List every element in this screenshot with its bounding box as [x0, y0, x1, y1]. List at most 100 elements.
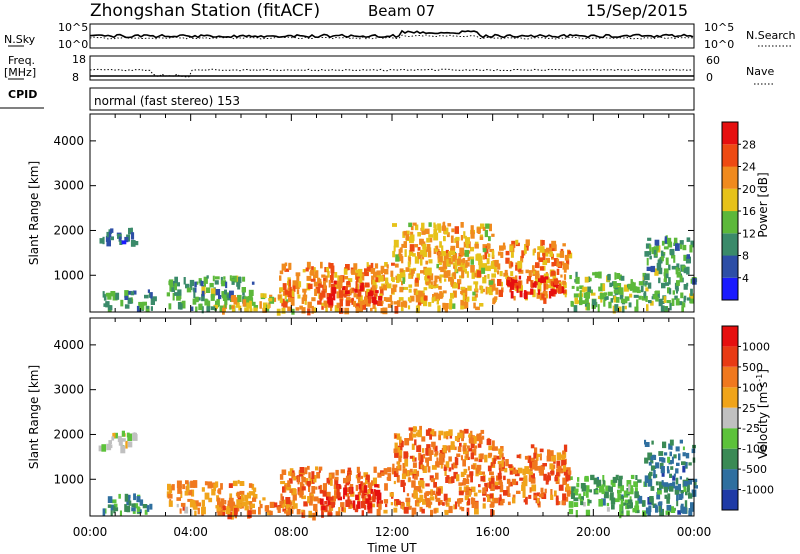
velocity-cell [362, 496, 367, 504]
velocity-cell [126, 497, 131, 506]
power-cell [414, 224, 419, 231]
power-cell [390, 300, 393, 305]
velocity-cell [308, 510, 312, 518]
velocity-cell [648, 473, 652, 480]
velocity-cell [460, 471, 465, 478]
power-cell [541, 240, 545, 246]
power-cell [195, 306, 198, 312]
velocity-cell [110, 510, 113, 517]
velocity-cell [606, 507, 610, 512]
power-cell [519, 290, 523, 298]
velocity-cell [345, 487, 350, 493]
power-cell [110, 291, 116, 295]
power-cell [474, 243, 479, 249]
velocity-cell [269, 501, 275, 508]
power-cell [433, 232, 439, 241]
velocity-cell [659, 457, 664, 462]
power-cell [428, 277, 431, 284]
velocity-cell [330, 472, 335, 479]
velocity-cell [419, 459, 423, 465]
velocity-cell [678, 453, 681, 461]
power-cell [325, 275, 328, 283]
power-cell [482, 254, 485, 260]
power-cell [288, 262, 292, 270]
power-cell [443, 236, 446, 242]
velocity-cell [204, 481, 208, 486]
power-cell [452, 255, 456, 262]
power-cell [619, 287, 624, 295]
velocity-cell [418, 480, 420, 485]
velocity-cell [293, 503, 298, 509]
power-cell [358, 296, 361, 303]
nsky-label: N.Sky [4, 33, 36, 46]
power-cell [559, 283, 562, 291]
power-cell [448, 258, 452, 264]
velocity-cell [307, 465, 310, 470]
power-cell [666, 300, 671, 304]
power-cell [571, 285, 575, 289]
power-cell [403, 286, 408, 290]
power-cell [532, 272, 537, 276]
power-cell [465, 262, 470, 267]
velocity-cell [429, 454, 432, 461]
power-cell [427, 250, 432, 258]
power-cell [565, 259, 570, 265]
power-cell [537, 283, 542, 292]
velocity-cell [669, 486, 674, 492]
power-cell [267, 304, 270, 309]
velocity-cell [346, 481, 351, 485]
velocity-cell [504, 467, 508, 473]
power-cell [428, 234, 434, 238]
velocity-ytick-label: 4000 [53, 338, 84, 352]
velocity-cell [507, 501, 511, 506]
velocity-cell [361, 485, 365, 492]
power-cell [440, 293, 444, 299]
power-cell [417, 232, 421, 237]
velocity-cell [412, 462, 417, 468]
velocity-cell [398, 464, 402, 471]
velocity-cell [451, 476, 455, 483]
velocity-cell [168, 500, 173, 507]
power-cell [619, 274, 622, 281]
power-cell [281, 307, 286, 314]
velocity-cell [454, 446, 457, 451]
velocity-cell [401, 441, 404, 448]
power-cell [224, 299, 227, 308]
power-cell [487, 274, 490, 279]
power-cell [550, 288, 554, 297]
velocity-cell [289, 489, 293, 493]
power-cell [204, 298, 208, 302]
velocity-cell [220, 483, 223, 490]
velocity-colorbar-swatch [722, 346, 738, 367]
velocity-cell [430, 478, 435, 483]
power-cell [663, 268, 669, 274]
power-cell [439, 274, 444, 278]
velocity-cell [259, 500, 262, 504]
power-ylabel: Slant Range [km] [27, 161, 41, 265]
power-colorbar-swatch [722, 277, 738, 301]
power-cell [302, 294, 308, 299]
power-cell [470, 265, 475, 273]
velocity-cell [401, 502, 405, 507]
power-cell [209, 282, 214, 288]
power-cell [482, 248, 487, 253]
velocity-cell [483, 487, 487, 491]
power-cell [525, 239, 530, 246]
power-cell [106, 240, 111, 247]
velocity-cell [644, 442, 650, 447]
velocity-cell [442, 502, 445, 506]
velocity-cell [311, 486, 316, 494]
velocity-cell [456, 474, 460, 482]
velocity-cell [313, 475, 317, 483]
power-cell [539, 266, 544, 271]
velocity-cell [533, 495, 538, 499]
velocity-cell [237, 503, 242, 508]
power-cell [110, 236, 114, 241]
power-cell [583, 292, 587, 298]
velocity-cell [211, 488, 216, 496]
velocity-cell [443, 466, 447, 471]
velocity-cell [550, 470, 555, 475]
velocity-cell [660, 466, 665, 474]
power-cell [674, 295, 678, 300]
power-cell [221, 280, 227, 287]
